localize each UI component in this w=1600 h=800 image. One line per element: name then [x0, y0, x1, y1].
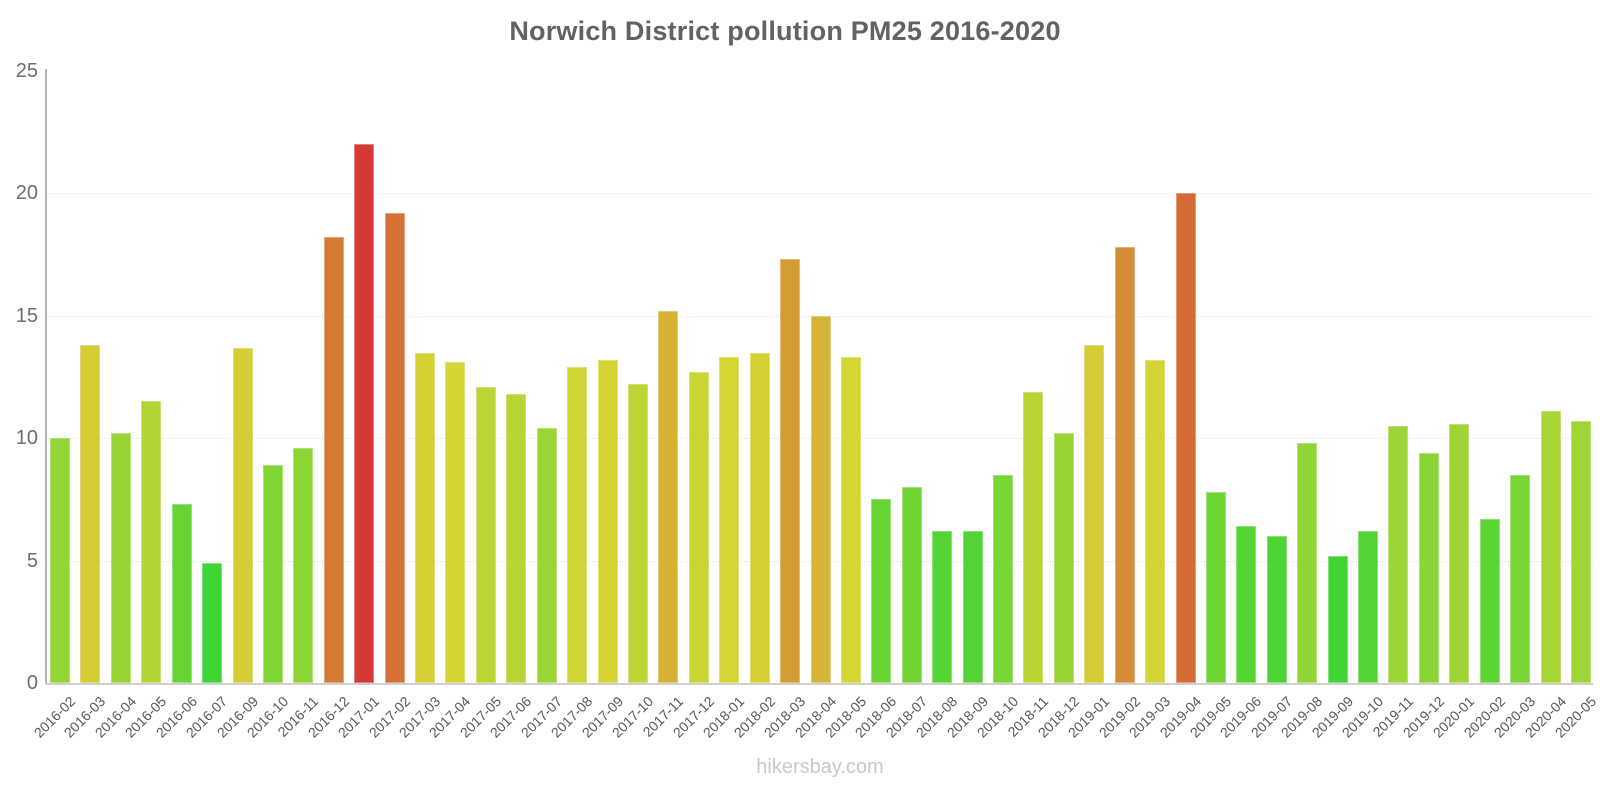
bar[interactable] [1388, 425, 1409, 683]
bar[interactable] [993, 474, 1014, 683]
bar[interactable] [1540, 411, 1561, 683]
bar[interactable] [932, 531, 953, 683]
bar[interactable] [1449, 423, 1470, 683]
bar[interactable] [384, 212, 405, 683]
bar[interactable] [80, 345, 101, 683]
bar[interactable] [475, 386, 496, 683]
y-axis-line [45, 69, 47, 685]
bar[interactable] [1418, 452, 1439, 683]
y-tick-label: 10 [15, 427, 38, 450]
bar[interactable] [323, 237, 344, 683]
bar[interactable] [1205, 492, 1226, 683]
bar[interactable] [293, 447, 314, 683]
bar[interactable] [1479, 518, 1500, 683]
bar[interactable] [262, 465, 283, 683]
bar[interactable] [1145, 359, 1166, 683]
bar[interactable] [506, 394, 527, 683]
bar[interactable] [1084, 345, 1105, 683]
bar[interactable] [1266, 536, 1287, 683]
bar[interactable] [141, 401, 162, 683]
bar[interactable] [567, 367, 588, 683]
y-tick-label: 5 [26, 549, 38, 572]
bar[interactable] [202, 563, 223, 683]
bar[interactable] [1571, 421, 1591, 683]
y-tick-label: 25 [15, 60, 38, 82]
bar[interactable] [597, 359, 618, 683]
bar[interactable] [780, 259, 801, 683]
bar[interactable] [627, 384, 648, 683]
bar[interactable] [1236, 526, 1257, 683]
bar[interactable] [1510, 474, 1531, 683]
bar[interactable] [1175, 193, 1196, 683]
chart-title: Norwich District pollution PM25 2016-202… [509, 16, 1061, 46]
bar[interactable] [901, 487, 922, 683]
y-tick-label: 15 [15, 304, 38, 327]
bar[interactable] [50, 438, 70, 683]
bar[interactable] [232, 347, 253, 683]
bar[interactable] [354, 144, 375, 683]
bar[interactable] [749, 352, 770, 683]
bar[interactable] [840, 357, 861, 683]
bar[interactable] [719, 357, 740, 683]
bar[interactable] [171, 504, 192, 683]
bar[interactable] [536, 428, 557, 683]
bar[interactable] [962, 531, 983, 683]
x-axis-line [45, 683, 1593, 685]
bar[interactable] [871, 499, 892, 683]
bar[interactable] [1358, 531, 1379, 683]
bar[interactable] [810, 315, 831, 683]
bar[interactable] [1023, 391, 1044, 683]
bar[interactable] [110, 433, 131, 683]
bar[interactable] [1053, 433, 1074, 683]
bar[interactable] [1114, 247, 1135, 683]
bar[interactable] [445, 362, 466, 683]
bar[interactable] [1297, 443, 1318, 683]
bar[interactable] [658, 310, 679, 683]
bar[interactable] [1327, 555, 1348, 683]
bar[interactable] [688, 372, 709, 683]
bar[interactable] [415, 352, 436, 683]
gridline [47, 193, 1593, 195]
watermark: hikersbay.com [756, 756, 884, 778]
y-tick-label: 0 [26, 672, 38, 694]
y-tick-label: 20 [15, 182, 38, 205]
